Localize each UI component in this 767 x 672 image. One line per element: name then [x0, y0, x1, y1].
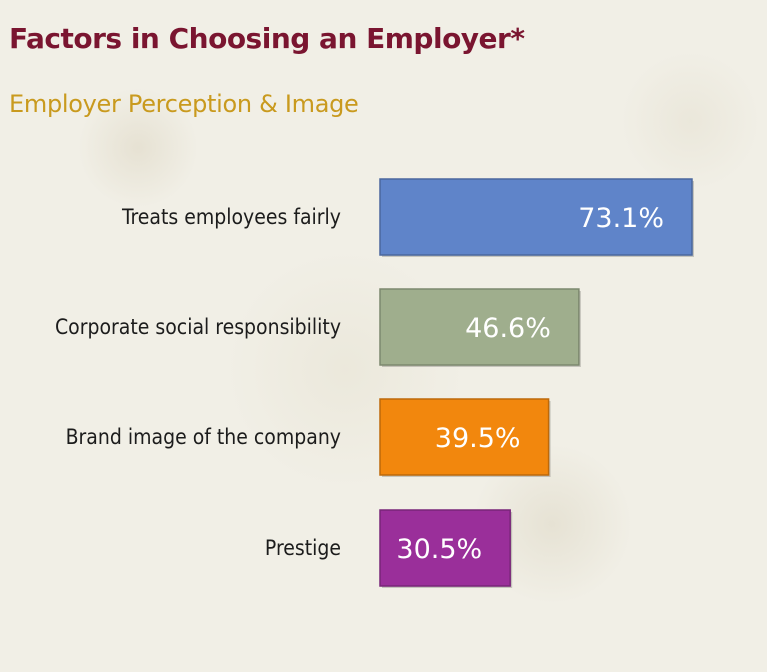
category-label-treats-employees-fairly: Treats employees fairly — [121, 205, 341, 229]
bar-brand-image-of-the-company — [379, 398, 550, 476]
value-label-brand-image-of-the-company: 39.5% — [435, 423, 521, 454]
bar-corporate-social-responsibility — [379, 288, 580, 366]
category-label-corporate-social-responsibility: Corporate social responsibility — [55, 315, 341, 339]
chart-subtitle: Employer Perception & Image — [9, 90, 359, 118]
bar-prestige — [379, 509, 511, 587]
category-label-brand-image-of-the-company: Brand image of the company — [66, 425, 341, 449]
bar-treats-employees-fairly — [379, 178, 693, 256]
chart-title: Factors in Choosing an Employer* — [9, 22, 525, 55]
value-label-corporate-social-responsibility: 46.6% — [465, 313, 551, 344]
value-label-treats-employees-fairly: 73.1% — [578, 203, 664, 234]
category-label-prestige: Prestige — [265, 536, 341, 560]
value-label-prestige: 30.5% — [396, 534, 482, 565]
